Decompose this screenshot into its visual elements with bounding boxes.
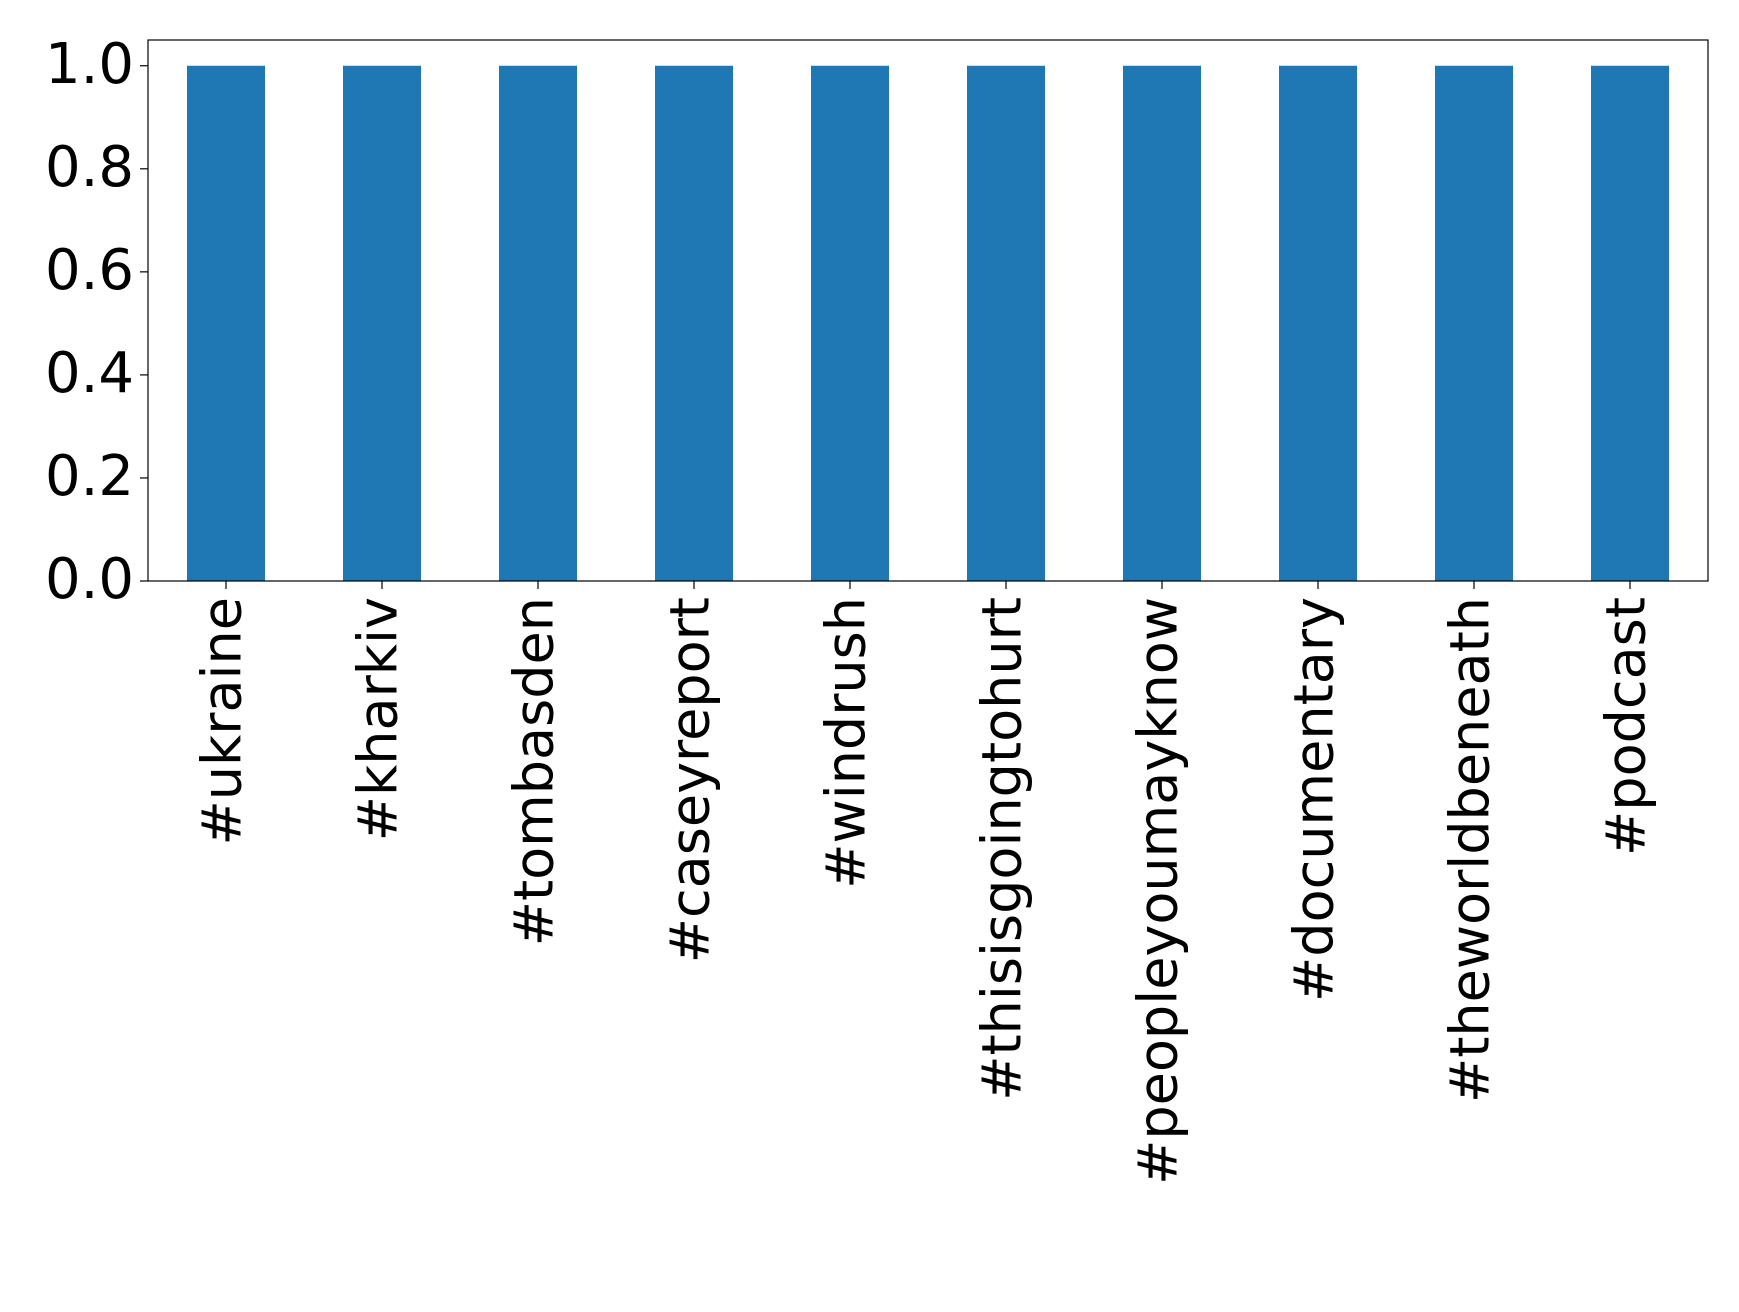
bar [1591, 65, 1669, 581]
x-tick-label: #peopleyoumayknow [1127, 597, 1190, 1185]
bar [655, 65, 733, 581]
x-tick-label: #documentary [1283, 597, 1346, 1002]
y-tick-label: 0.8 [45, 135, 134, 200]
bar [811, 65, 889, 581]
x-tick-label: #caseyreport [659, 597, 722, 963]
x-tick-label: #windrush [815, 597, 878, 889]
y-tick-label: 0.2 [45, 444, 134, 509]
x-tick-label: #theworldbeneath [1439, 597, 1502, 1103]
y-tick-label: 0.4 [45, 341, 134, 406]
bar [967, 65, 1045, 581]
x-tick-label: #thisisgoingtohurt [971, 597, 1034, 1101]
x-tick-label: #podcast [1595, 597, 1658, 856]
plot-frame [147, 39, 1709, 582]
bar [187, 65, 265, 581]
y-tick-label: 0.6 [45, 238, 134, 303]
x-tick-label: #ukraine [191, 597, 254, 845]
y-tick-label: 0.0 [45, 547, 134, 612]
bar [1123, 65, 1201, 581]
bar [1435, 65, 1513, 581]
x-tick-label: #kharkiv [347, 597, 410, 841]
bar [1279, 65, 1357, 581]
bar [343, 65, 421, 581]
x-tick-label: #tombasden [503, 597, 566, 946]
bar [499, 65, 577, 581]
y-tick-label: 1.0 [45, 32, 134, 97]
